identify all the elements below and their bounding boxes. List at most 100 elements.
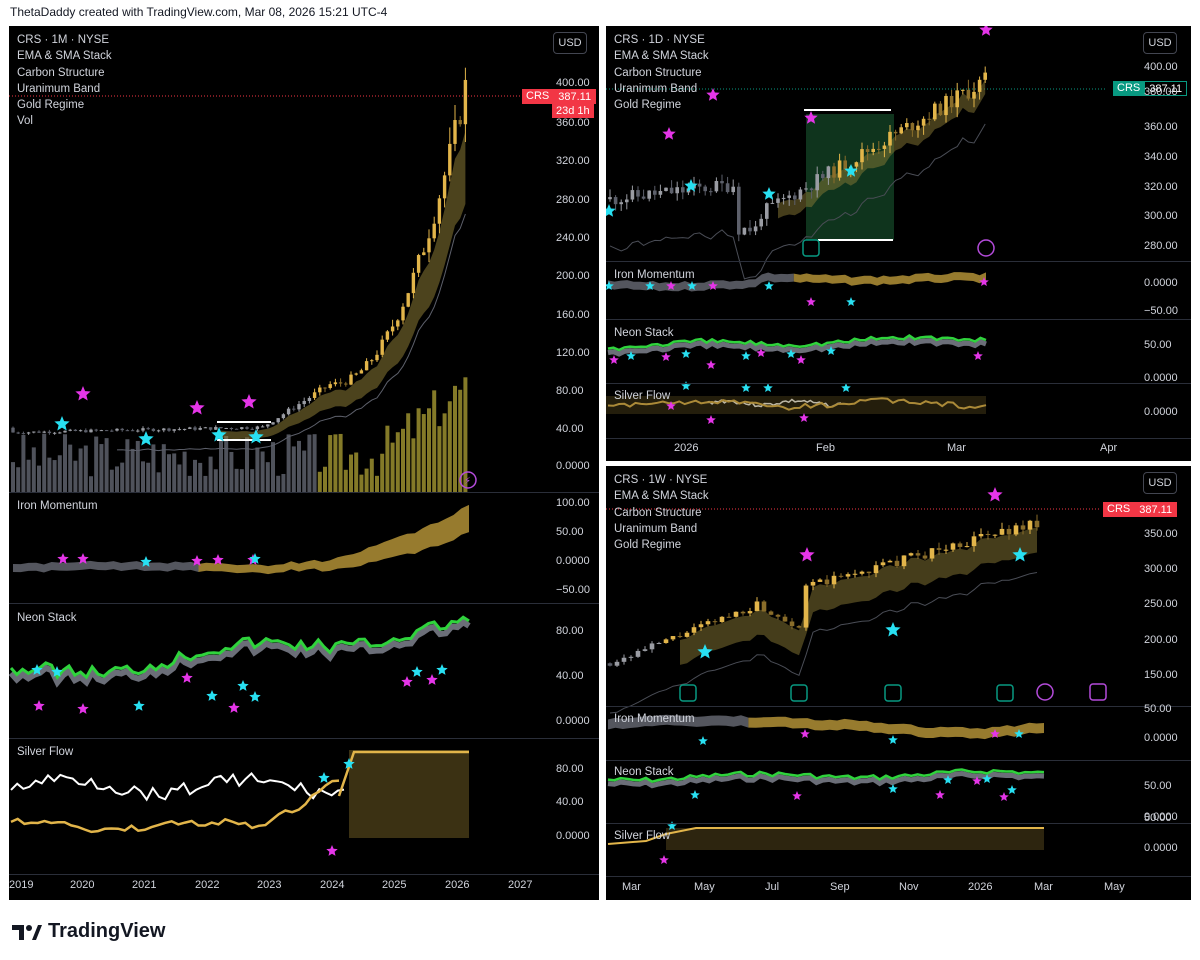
magenta-star-icon <box>241 394 257 409</box>
silver-gold-line <box>607 827 1044 845</box>
magenta-star-icon <box>57 553 69 564</box>
time-axis-separator <box>606 876 1191 877</box>
time-tick: 2026 <box>445 879 470 891</box>
volume-bar <box>421 414 426 492</box>
weekly-candle <box>698 624 704 628</box>
chart-panel-weekly[interactable]: CRS · 1W · NYSE EMA & SMA Stack Carbon S… <box>606 466 1191 900</box>
legend-ema-sma-stack[interactable]: EMA & SMA Stack <box>614 490 709 503</box>
chart-panel-monthly[interactable]: ⚡ CRS · 1M · NYSE EMA & SMA Stack Carbon… <box>9 26 599 900</box>
weekly-candle <box>719 616 725 623</box>
legend-uranimum-band[interactable]: Uranimum Band <box>17 82 101 95</box>
weekly-candle <box>754 601 760 612</box>
tradingview-footer[interactable]: TradingView <box>12 920 165 943</box>
weekly-candle <box>1027 520 1033 530</box>
silver-flow-title[interactable]: Silver Flow <box>17 746 74 758</box>
attribution-header: ThetaDaddy created with TradingView.com,… <box>10 5 388 19</box>
weekly-candle <box>838 575 844 577</box>
legend-uranimum-band[interactable]: Uranimum Band <box>614 522 698 535</box>
daily-legend: CRS · 1D · NYSE EMA & SMA Stack Carbon S… <box>614 32 709 113</box>
cyan-star-icon <box>841 383 851 392</box>
volume-bar <box>99 444 104 492</box>
cyan-star-icon <box>762 187 776 200</box>
pane-separator[interactable] <box>606 261 1191 262</box>
silver-gold-line <box>10 779 340 834</box>
pane-separator[interactable] <box>9 738 599 739</box>
monthly-candle <box>146 428 150 430</box>
chart-panel-daily[interactable]: CRS · 1D · NYSE EMA & SMA Stack Carbon S… <box>606 26 1191 461</box>
daily-candle <box>933 103 937 120</box>
pane-separator[interactable] <box>606 383 1191 384</box>
iron-tick: 50.00 <box>1144 703 1172 715</box>
price-tag-value: 387.11 <box>1134 502 1178 517</box>
price-tick: 300.00 <box>1144 210 1178 222</box>
monthly-candle <box>99 430 104 432</box>
legend-symbol[interactable]: CRS · 1M · NYSE <box>17 34 110 46</box>
lightning-icon <box>1036 683 1054 701</box>
daily-candle <box>765 203 769 219</box>
monthly-chart-canvas[interactable]: ⚡ <box>9 26 599 900</box>
legend-carbon-structure[interactable]: Carbon Structure <box>614 506 702 519</box>
cyan-star-icon <box>684 179 698 192</box>
time-tick: 2022 <box>195 879 220 891</box>
pane-separator[interactable] <box>606 706 1191 707</box>
pane-separator[interactable] <box>606 319 1191 320</box>
daily-chart-canvas[interactable] <box>606 26 1191 461</box>
legend-gold-regime[interactable]: Gold Regime <box>614 539 682 552</box>
daily-candle <box>865 149 870 153</box>
pane-separator[interactable] <box>9 603 599 604</box>
daily-candle <box>888 131 892 146</box>
weekly-candle <box>894 560 900 567</box>
neon-stack-title[interactable]: Neon Stack <box>17 612 77 624</box>
currency-button[interactable]: USD <box>1143 472 1177 494</box>
iron-momentum-title[interactable]: Iron Momentum <box>17 500 98 512</box>
iron-momentum-title[interactable]: Iron Momentum <box>614 269 695 281</box>
price-tick: 120.00 <box>556 347 590 359</box>
monthly-candle <box>37 431 41 433</box>
silver-flow-title[interactable]: Silver Flow <box>614 390 671 402</box>
monthly-candle <box>375 354 379 361</box>
legend-ema-sma-stack[interactable]: EMA & SMA Stack <box>17 50 112 63</box>
monthly-candle <box>370 360 374 362</box>
weekly-candle <box>859 571 865 574</box>
cyan-star-icon <box>846 297 856 306</box>
silver-flow-title[interactable]: Silver Flow <box>614 830 671 842</box>
neon-line <box>9 615 470 680</box>
legend-gold-regime[interactable]: Gold Regime <box>17 99 85 112</box>
iron-area-gold <box>748 716 1044 740</box>
cyan-star-icon <box>249 553 261 564</box>
legend-carbon-structure[interactable]: Carbon Structure <box>614 66 702 79</box>
magenta-star-icon <box>75 386 91 401</box>
legend-vol[interactable]: Vol <box>17 115 33 128</box>
neon-stack-title[interactable]: Neon Stack <box>614 327 674 339</box>
volume-bar <box>115 466 119 492</box>
cyan-star-icon <box>826 346 836 355</box>
currency-button[interactable]: USD <box>553 32 587 54</box>
neon-stack-title[interactable]: Neon Stack <box>614 766 674 778</box>
monthly-candle <box>110 430 114 432</box>
pane-separator[interactable] <box>9 492 599 493</box>
monthly-candle <box>318 387 322 393</box>
legend-symbol[interactable]: CRS · 1D · NYSE <box>614 34 705 46</box>
currency-button[interactable]: USD <box>1143 32 1177 54</box>
tradingview-brand[interactable]: TradingView <box>48 920 166 942</box>
iron-momentum-title[interactable]: Iron Momentum <box>614 713 695 725</box>
pane-separator[interactable] <box>606 760 1191 761</box>
legend-uranimum-band[interactable]: Uranimum Band <box>614 82 698 95</box>
volume-bar <box>187 475 192 492</box>
weekly-candle <box>1020 525 1026 530</box>
volume-bar <box>395 432 400 492</box>
legend-symbol[interactable]: CRS · 1W · NYSE <box>614 474 708 486</box>
pane-separator[interactable] <box>606 823 1191 824</box>
volume-bar <box>52 460 57 492</box>
volume-bar <box>31 447 36 492</box>
price-tick: 340.00 <box>1144 151 1178 163</box>
daily-candle <box>832 166 836 178</box>
magenta-star-icon <box>191 555 203 566</box>
legend-ema-sma-stack[interactable]: EMA & SMA Stack <box>614 50 709 63</box>
time-tick: May <box>694 881 715 893</box>
weekly-chart-canvas[interactable] <box>606 466 1191 900</box>
legend-gold-regime[interactable]: Gold Regime <box>614 99 682 112</box>
legend-carbon-structure[interactable]: Carbon Structure <box>17 66 105 79</box>
volume-bar <box>146 462 151 492</box>
iron-tick: 100.00 <box>556 497 590 509</box>
